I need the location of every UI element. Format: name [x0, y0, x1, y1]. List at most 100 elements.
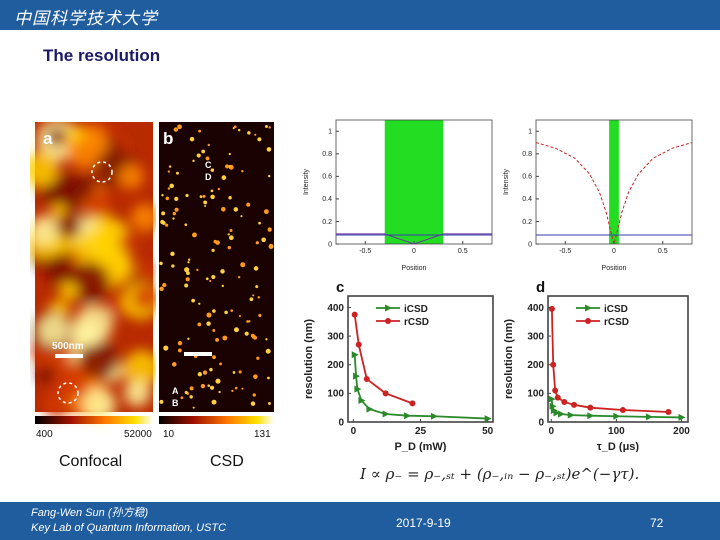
data-point	[355, 341, 362, 348]
emitter-dot	[219, 362, 222, 366]
emitter-dot	[227, 233, 230, 236]
emitter-dot	[163, 345, 169, 351]
emitter-dot	[217, 187, 221, 191]
emitter-dot	[165, 196, 170, 201]
emitter-dot	[199, 195, 203, 199]
heat-blob	[47, 127, 67, 146]
y-tick-label: 200	[327, 360, 344, 371]
emitter-dot	[197, 372, 203, 377]
heat-blob	[66, 124, 84, 143]
data-point	[571, 401, 578, 408]
data-point	[548, 395, 556, 403]
emitter-dot	[169, 183, 175, 189]
scale-bar-b	[184, 352, 212, 356]
emitter-dot	[256, 356, 260, 360]
emitter-dot	[215, 378, 221, 384]
emitter-dot	[198, 129, 202, 133]
data-point	[613, 412, 621, 420]
emitter-dot	[205, 277, 209, 281]
emitter-dot	[201, 149, 206, 154]
data-point	[553, 409, 561, 417]
heat-blob	[74, 305, 113, 344]
series-line	[353, 354, 488, 420]
emitter-dot	[177, 340, 183, 346]
x-tick-label: 200	[673, 426, 690, 437]
emitter-dot	[220, 269, 225, 274]
series-line	[535, 142, 693, 246]
x-tick-label: 0.5	[658, 248, 668, 255]
x-axis-label: Position	[602, 265, 627, 272]
emitter-dot	[172, 211, 176, 216]
data-point	[665, 408, 672, 415]
heat-blob	[130, 203, 156, 232]
emitter-dot	[159, 399, 164, 404]
data-point	[404, 412, 412, 420]
emitter-dot	[212, 329, 216, 332]
x-tick-label: -0.5	[359, 248, 371, 255]
emitter-dot	[228, 152, 231, 156]
data-point	[587, 412, 595, 420]
x-tick-label: 0	[548, 426, 554, 437]
y-tick-label: 300	[327, 331, 344, 342]
emitter-dot	[265, 348, 271, 354]
emitter-dot	[247, 131, 251, 135]
circle-marker-bottom	[57, 382, 79, 404]
emitter-dot	[213, 239, 218, 244]
emitter-dot	[267, 227, 272, 232]
data-point	[351, 351, 359, 359]
heat-blob	[36, 313, 70, 347]
emitter-dot	[234, 386, 238, 390]
scale-bar	[55, 354, 83, 358]
caption-csd: CSD	[210, 453, 244, 470]
emitter-dot	[253, 266, 259, 271]
emitter-dot	[252, 294, 255, 297]
colorbar-b-max: 131	[254, 429, 271, 440]
emitter-dot	[196, 268, 199, 272]
plot-frame	[547, 295, 689, 423]
colorbar-a-max: 52000	[124, 429, 152, 440]
emitter-dot	[230, 309, 234, 312]
footer-bar: Fang-Wen Sun (孙方稳) Key Lab of Quantum In…	[0, 502, 720, 540]
emitter-dot	[255, 241, 259, 245]
data-point	[554, 394, 561, 401]
emitter-dot	[267, 174, 271, 178]
emitter-dot	[205, 156, 210, 161]
colorbar-b-min: 10	[163, 429, 175, 440]
emitter-dot	[189, 136, 195, 142]
emitter-dot	[240, 215, 243, 218]
emitter-dot	[252, 393, 256, 397]
x-axis-label: Position	[402, 265, 427, 272]
footer-author: Fang-Wen Sun (孙方稳)	[31, 507, 149, 519]
footer-date: 2017-9-19	[396, 516, 451, 530]
y-tick-label: 200	[527, 360, 544, 371]
chart-d: 0 100 200 0 100 200 300 400 τ_D (μs) resolution (…	[503, 280, 690, 452]
emitter-dot	[161, 193, 164, 197]
emitter-dot	[210, 189, 214, 193]
circle-marker-top	[91, 161, 113, 183]
panel-letter: d	[536, 280, 545, 296]
emitter-dot	[171, 362, 177, 367]
data-point	[619, 406, 626, 413]
legend-marker	[385, 304, 392, 312]
mark-c: C	[205, 160, 212, 170]
university-logo: 中国科学技术大学	[14, 9, 158, 29]
y-tick-label: 0	[538, 417, 544, 428]
emitter-dot	[167, 170, 170, 173]
emitter-dot	[167, 187, 171, 190]
formula: I ∝ ρ₋ = ρ₋,ₛₜ + (ρ₋,ᵢₙ − ρ₋,ₛₜ)e^(−γτ).	[360, 465, 640, 483]
confocal-image: a 500nm 400 52000	[30, 122, 156, 440]
emitter-dot	[184, 223, 188, 227]
y-tick-label: 0.2	[322, 219, 332, 226]
emitter-dot	[170, 251, 175, 257]
emitter-dot	[233, 207, 239, 212]
emitter-dot	[268, 401, 271, 405]
slide-title: The resolution	[43, 46, 161, 65]
emitter-dot	[207, 384, 210, 387]
emitter-dot	[210, 194, 215, 200]
emitter-dot	[184, 267, 190, 273]
heat-blob	[30, 151, 59, 188]
heat-blob	[133, 285, 156, 311]
chart-top-right: -0.5 0 0.5 0 0.2 0.4 0.6 0.8 1 Position Intensity	[503, 119, 693, 272]
data-point	[430, 412, 438, 420]
emitter-dot	[261, 237, 266, 243]
